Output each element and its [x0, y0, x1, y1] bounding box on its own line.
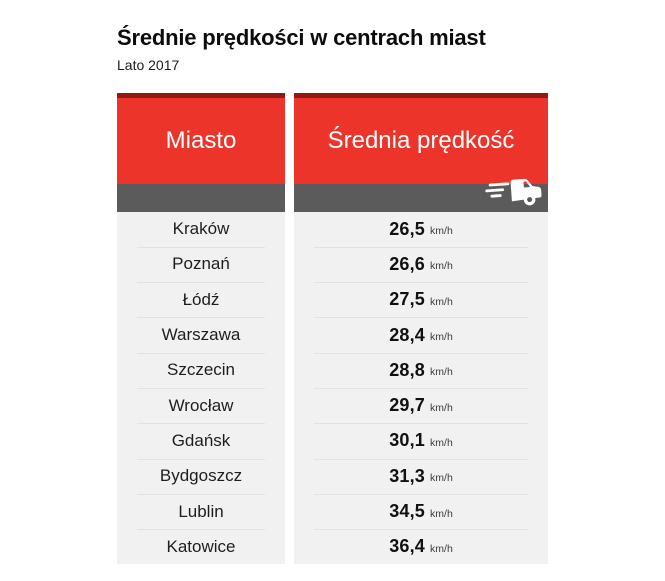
city-name: Gdańsk — [171, 430, 231, 450]
speed-unit: km/h — [430, 260, 453, 273]
table-row: Lublin — [117, 493, 285, 530]
speed-header-strip — [294, 178, 548, 212]
table-row: 36,4 km/h — [294, 529, 548, 565]
speed-value: 36,4 — [389, 536, 426, 557]
table-row: 28,4 km/h — [294, 317, 548, 353]
city-name: Kraków — [172, 219, 230, 239]
table-row: 26,5 km/h — [294, 211, 548, 247]
speed-value: 26,6 — [389, 253, 426, 274]
column-header-speed: Średnia prędkość — [294, 92, 548, 184]
column-speed: Średnia prędkość — [294, 92, 548, 565]
speed-unit: km/h — [430, 401, 453, 414]
speed-value: 30,1 — [389, 430, 426, 451]
speed-value: 29,7 — [389, 395, 426, 416]
table-row: 30,1 km/h — [294, 423, 548, 459]
speed-unit: km/h — [430, 366, 453, 379]
table-row: 28,8 km/h — [294, 352, 548, 388]
table-row: Gdańsk — [117, 423, 285, 459]
speed-value: 28,4 — [389, 324, 426, 345]
speed-value: 28,8 — [389, 359, 426, 380]
table-row: Bydgoszcz — [117, 458, 285, 494]
city-rows: Kraków Poznań Łódź Warszawa Szczecin Wro… — [117, 211, 285, 565]
speed-value: 34,5 — [389, 501, 426, 522]
city-header-strip — [117, 183, 285, 212]
city-name: Poznań — [172, 254, 230, 274]
speed-unit: km/h — [430, 436, 453, 449]
city-name: Bydgoszcz — [159, 466, 243, 486]
column-header-city-label: Miasto — [165, 126, 237, 154]
city-name: Lublin — [178, 501, 224, 521]
table-row: Poznań — [117, 246, 285, 283]
table-row: Warszawa — [117, 317, 285, 353]
table-row: 34,5 km/h — [294, 493, 548, 530]
table-row: Łódź — [117, 282, 285, 318]
page-subtitle: Lato 2017 — [117, 56, 180, 73]
speed-table: Miasto Kraków Poznań Łódź Warszawa Szcze… — [117, 92, 548, 565]
speed-unit: km/h — [430, 507, 453, 520]
table-row: 29,7 km/h — [294, 387, 548, 424]
speed-value: 26,5 — [389, 218, 426, 239]
city-name: Łódź — [182, 289, 220, 309]
page-title: Średnie prędkości w centrach miast — [117, 25, 486, 50]
table-row: 26,6 km/h — [294, 246, 548, 283]
city-name: Warszawa — [161, 325, 241, 345]
table-row: 31,3 km/h — [294, 458, 548, 494]
table-row: Kraków — [117, 211, 285, 247]
city-name: Szczecin — [166, 360, 236, 380]
column-header-speed-label: Średnia prędkość — [327, 126, 515, 154]
column-header-city: Miasto — [117, 92, 285, 184]
table-row: Katowice — [117, 529, 285, 565]
speed-unit: km/h — [430, 542, 453, 555]
speed-unit: km/h — [430, 295, 453, 308]
city-name: Katowice — [166, 536, 236, 556]
speed-unit: km/h — [430, 472, 453, 485]
content-area: Średnie prędkości w centrach miast Lato … — [117, 0, 548, 565]
speed-unit: km/h — [430, 331, 453, 344]
speed-unit: km/h — [430, 225, 453, 238]
table-row: 27,5 km/h — [294, 282, 548, 318]
city-name: Wrocław — [168, 395, 234, 415]
table-row: Szczecin — [117, 352, 285, 388]
speed-rows: 26,5 km/h 26,6 km/h 27,5 km/h 28,4 km/h 28,8… — [294, 211, 548, 565]
column-city: Miasto Kraków Poznań Łódź Warszawa Szcze… — [117, 92, 285, 565]
table-row: Wrocław — [117, 387, 285, 424]
speed-value: 31,3 — [389, 465, 426, 486]
speed-value: 27,5 — [389, 289, 426, 310]
